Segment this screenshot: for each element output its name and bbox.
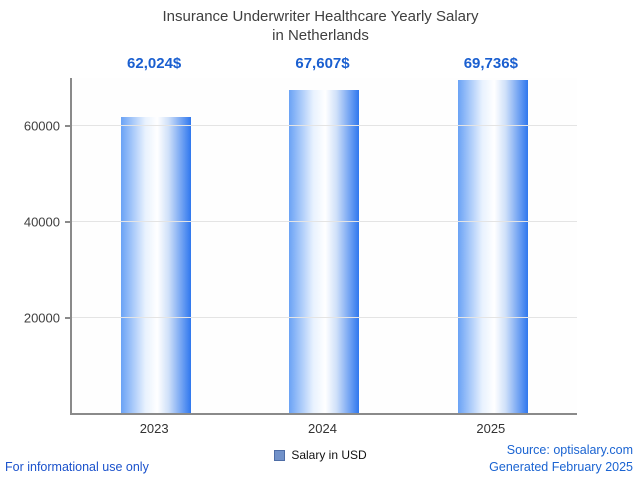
chart-title-line2: in Netherlands xyxy=(272,27,369,45)
y-tick-label: 40000 xyxy=(23,214,60,230)
legend: Salary in USD xyxy=(0,448,641,462)
bar-value-label: 67,607$ xyxy=(295,55,350,73)
gridline xyxy=(72,125,577,127)
footer-source-block: Source: optisalary.com Generated Februar… xyxy=(489,442,633,476)
x-axis-label: 2024 xyxy=(308,421,337,437)
bar-cell xyxy=(240,78,408,414)
bar-value-label: 69,736$ xyxy=(463,55,518,73)
bar-2023 xyxy=(121,116,192,414)
y-tick-label: 20000 xyxy=(23,310,60,326)
x-axis-label: 2025 xyxy=(476,421,506,437)
chart-title: Insurance Underwriter Healthcare Yearly … xyxy=(0,7,641,45)
plot-area: 20000 40000 60000 xyxy=(24,78,577,416)
gridline xyxy=(72,316,577,318)
bars-row xyxy=(72,78,577,414)
bar-2025 xyxy=(457,79,528,414)
footer-disclaimer: For informational use only xyxy=(5,460,149,474)
bar-cell xyxy=(409,78,577,414)
y-tick-mark xyxy=(65,125,70,128)
bar-cell xyxy=(72,78,240,414)
footer-source: Source: optisalary.com xyxy=(506,443,633,458)
footer-generated: Generated February 2025 xyxy=(489,460,633,475)
bar-value-label: 62,024$ xyxy=(127,55,182,73)
y-tick-mark xyxy=(65,316,70,319)
y-tick-label: 60000 xyxy=(23,118,60,134)
chart-title-line1: Insurance Underwriter Healthcare Yearly … xyxy=(162,8,479,25)
gridline xyxy=(72,220,577,222)
y-tick-mark xyxy=(65,220,70,223)
legend-swatch-icon xyxy=(274,449,286,461)
x-axis-label: 2023 xyxy=(139,421,169,437)
x-axis-labels-row: 2023 2024 2025 xyxy=(70,421,575,436)
bar-value-labels-row: 62,024$ 67,607$ 69,736$ xyxy=(70,55,575,72)
bar-2024 xyxy=(289,89,360,414)
legend-label: Salary in USD xyxy=(291,448,367,463)
